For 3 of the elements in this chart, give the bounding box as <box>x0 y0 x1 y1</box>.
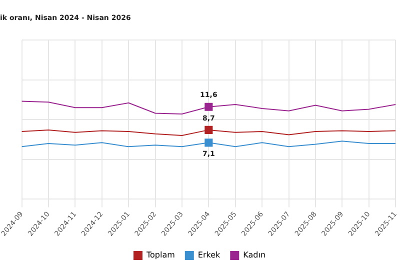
legend-label: Toplam <box>145 250 176 260</box>
legend-label: Erkek <box>198 250 221 260</box>
legend-label: Kadın <box>243 250 266 260</box>
